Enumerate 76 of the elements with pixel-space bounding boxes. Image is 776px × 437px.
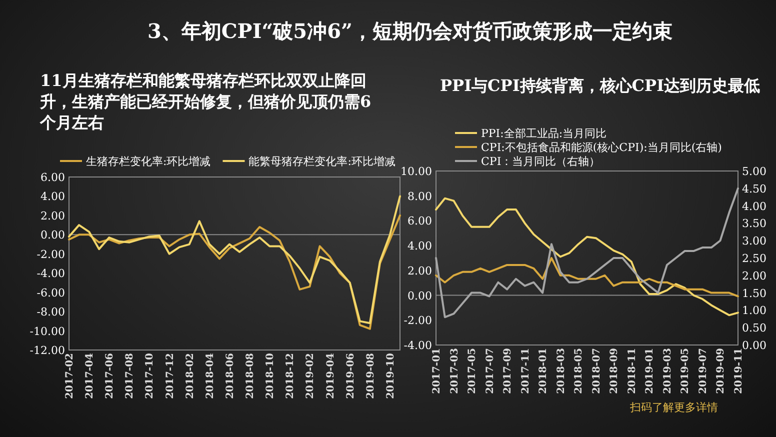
y-tick-label: -2.00 bbox=[404, 314, 432, 328]
x-tick-label: 2019-04 bbox=[325, 352, 336, 399]
y2-tick-label: 5.00 bbox=[742, 165, 766, 178]
legend-label: 能繁母猪存栏变化率:环比增减 bbox=[248, 155, 396, 168]
y2-tick-label: 3.00 bbox=[742, 234, 766, 248]
y-tick-label: -2.00 bbox=[36, 248, 65, 261]
y2-tick-label: 0.00 bbox=[742, 339, 766, 352]
x-tick-label: 2019-09 bbox=[716, 348, 727, 394]
y-tick-label: -6.00 bbox=[36, 286, 65, 300]
x-tick-label: 2019-06 bbox=[345, 352, 356, 399]
line-series bbox=[435, 257, 739, 298]
y2-tick-label: 4.50 bbox=[742, 182, 766, 196]
x-tick-label: 2018-07 bbox=[591, 348, 602, 394]
y-tick-label: 6.00 bbox=[40, 171, 65, 184]
y-tick-label: 10.00 bbox=[400, 165, 432, 178]
y-tick-label: 2.00 bbox=[408, 264, 432, 278]
y-tick-label: -8.00 bbox=[36, 306, 65, 319]
x-tick-label: 2017-06 bbox=[104, 352, 116, 399]
x-tick-label: 2019-03 bbox=[662, 348, 674, 394]
x-tick-label: 2019-05 bbox=[680, 348, 692, 394]
x-tick-label: 2018-04 bbox=[204, 352, 216, 399]
x-tick-label: 2018-06 bbox=[224, 352, 236, 399]
x-tick-label: 2017-03 bbox=[449, 348, 460, 394]
y2-tick-label: 2.00 bbox=[742, 269, 766, 282]
y-tick-label: 4.00 bbox=[408, 240, 432, 253]
y-tick-label: 0.00 bbox=[408, 289, 432, 302]
y-tick-label: -4.00 bbox=[404, 339, 432, 352]
legend-label: 生猪存栏变化率:环比增减 bbox=[86, 155, 211, 168]
x-tick-label: 2017-01 bbox=[432, 348, 442, 394]
x-tick-label: 2018-02 bbox=[184, 352, 196, 399]
y-tick-label: 2.00 bbox=[40, 209, 65, 222]
text: 3、年初CPI“破5冲6”，短期仍会对货币政策形成一定约束 bbox=[146, 18, 674, 45]
line-series bbox=[68, 195, 401, 324]
y-tick-label: 8.00 bbox=[408, 190, 432, 203]
legend-label: CPI：当月同比（右轴） bbox=[481, 155, 600, 168]
y2-tick-label: 1.00 bbox=[742, 304, 766, 318]
chart-title: PPI与CPI持续背离，核心CPI达到历史最低 bbox=[440, 75, 762, 96]
y-tick-label: 4.00 bbox=[40, 190, 65, 204]
x-tick-label: 2017-05 bbox=[467, 348, 478, 394]
chart-title: 11月生猪存栏和能繁母猪存栏环比双双止降回升，生猪产能已经开始修复，但猪价见顶仍需6个月左右 bbox=[40, 70, 372, 133]
x-tick-label: 2018-10 bbox=[265, 352, 276, 399]
y2-tick-label: 0.50 bbox=[742, 322, 766, 335]
x-tick-label: 2017-02 bbox=[64, 352, 76, 399]
text: 扫码了解更多详情 bbox=[630, 400, 718, 415]
x-tick-label: 2019-08 bbox=[365, 352, 376, 399]
x-tick-label: 2019-11 bbox=[734, 348, 744, 394]
x-tick-label: 2019-01 bbox=[644, 348, 656, 394]
x-tick-label: 2019-10 bbox=[385, 352, 396, 399]
y-tick-label: 0.00 bbox=[40, 228, 65, 242]
y-tick-label: 6.00 bbox=[408, 214, 432, 228]
y-tick-label: -4.00 bbox=[36, 267, 65, 280]
x-tick-label: 2017-12 bbox=[164, 352, 176, 399]
y2-tick-label: 2.50 bbox=[742, 252, 766, 265]
legend-label: CPI:不包括食品和能源(核心CPI):当月同比(右轴) bbox=[481, 141, 722, 154]
x-tick-label: 2017-07 bbox=[484, 348, 496, 394]
x-tick-label: 2018-12 bbox=[285, 352, 296, 399]
y2-tick-label: 3.50 bbox=[742, 217, 766, 230]
x-tick-label: 2017-11 bbox=[520, 348, 532, 394]
x-tick-label: 2017-10 bbox=[144, 352, 156, 399]
y-tick-label: -12.00 bbox=[30, 344, 65, 357]
x-tick-label: 2018-09 bbox=[609, 348, 620, 394]
x-tick-label: 2018-03 bbox=[556, 348, 567, 394]
y-tick-label: -10.00 bbox=[30, 324, 65, 338]
line-series bbox=[68, 214, 401, 330]
legend-label: PPI:全部工业品:当月同比 bbox=[481, 127, 607, 140]
x-tick-label: 2018-11 bbox=[626, 348, 638, 394]
x-tick-label: 2017-09 bbox=[502, 348, 514, 394]
x-tick-label: 2019-07 bbox=[698, 348, 709, 394]
x-tick-label: 2018-01 bbox=[538, 348, 550, 394]
x-tick-label: 2017-04 bbox=[84, 352, 96, 399]
x-tick-label: 2018-05 bbox=[574, 348, 585, 394]
x-tick-label: 2019-02 bbox=[305, 352, 316, 399]
x-tick-label: 2017-08 bbox=[124, 352, 136, 399]
y2-tick-label: 4.00 bbox=[742, 200, 766, 213]
y2-tick-label: 1.50 bbox=[742, 286, 766, 300]
x-tick-label: 2018-08 bbox=[245, 352, 256, 399]
